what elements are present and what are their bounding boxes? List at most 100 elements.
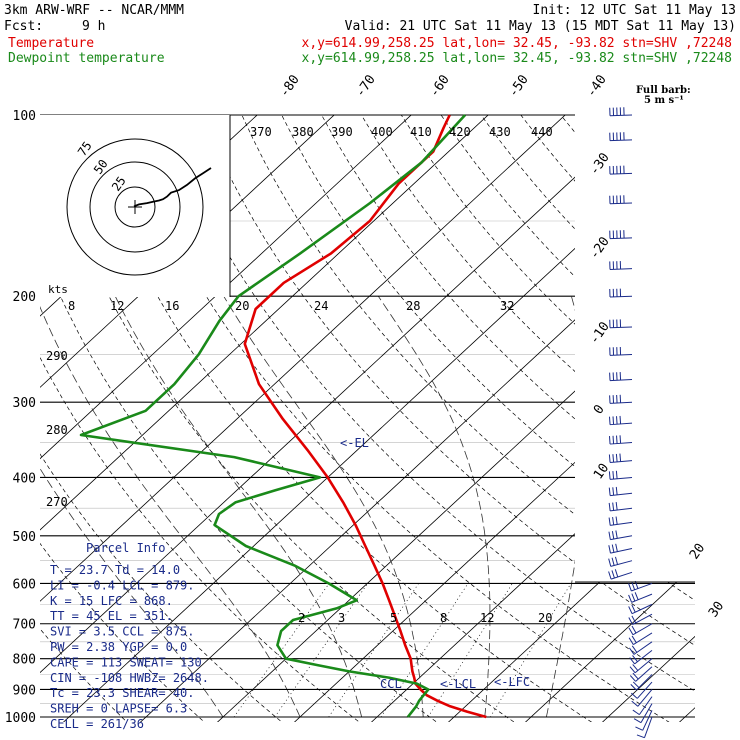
wind-barb-flag: [629, 675, 637, 682]
wind-barb: [609, 261, 633, 270]
wind-barb-flag: [632, 655, 638, 663]
wind-barb-flag: [631, 645, 638, 653]
wind-barb: [608, 556, 633, 567]
dry-adiabat-line: [600, 115, 695, 722]
theta-left-label: 270: [46, 495, 68, 509]
wind-barb-flag: [631, 615, 637, 624]
parcel-level-annotation: <-EL: [340, 436, 369, 450]
dry-adiabat-line: [520, 115, 695, 722]
wind-barb-flag: [608, 436, 611, 445]
wind-barb-staff: [632, 613, 653, 626]
wind-barb-flag: [632, 681, 640, 688]
wind-barb: [629, 649, 653, 665]
mixing-ratio-line: [427, 583, 513, 718]
theta-label: 370: [250, 125, 272, 139]
dry-adiabat-line: [321, 115, 695, 722]
wind-barb-flag: [619, 435, 622, 444]
moist-adiabat-line: [377, 295, 491, 718]
wind-barb: [628, 603, 653, 615]
wind-barb-flag: [631, 582, 636, 590]
wind-barb-staff: [609, 326, 633, 329]
wind-barb: [628, 592, 653, 603]
wind-barb-staff: [637, 689, 653, 707]
isotherm-line: [40, 115, 580, 722]
wind-barb-staff: [631, 593, 653, 603]
dry-adiabat-line: [480, 115, 695, 722]
wind-barb-column: [575, 107, 695, 739]
mixing-ratio-top-label: 16: [165, 299, 179, 313]
wind-barb-flag: [628, 594, 633, 603]
theta-label: 410: [410, 125, 432, 139]
wind-barb-flag: [630, 684, 637, 691]
wind-barb-flag: [615, 530, 618, 539]
wind-barb-flag: [612, 454, 615, 463]
isotherm-line: [40, 115, 657, 722]
parcel-info-box: Parcel Info T = 23.7 Td = 14.0LI = -0.4 …: [50, 541, 209, 731]
wind-barb: [608, 502, 633, 512]
isotherm-label: 10: [591, 461, 612, 482]
isotherm-line: [516, 115, 695, 722]
isotherm-label: -60: [427, 72, 453, 100]
wind-barb-staff: [635, 666, 653, 682]
wind-barb: [609, 165, 633, 175]
mixing-ratio-low-label: 8: [440, 611, 447, 625]
forecast-label: Fcst:: [4, 19, 43, 34]
wind-barb-flag: [635, 726, 643, 731]
wind-barb-staff: [633, 641, 653, 655]
isotherm-line: [593, 115, 695, 722]
wind-barb-staff: [609, 139, 633, 142]
parcel-info-row: TT = 45 EL = 351.: [50, 609, 173, 623]
wind-barb-staff: [634, 658, 653, 674]
pressure-tick-label: 900: [13, 683, 36, 698]
wind-barb-staff: [609, 172, 633, 175]
parcel-info-row: CAPE = 113 SWEAT= 130: [50, 655, 202, 669]
wind-barb: [632, 696, 653, 716]
parcel-level-annotation: <-LCL: [440, 677, 476, 691]
wind-barb-flag: [611, 570, 615, 579]
isotherm-label: 20: [687, 541, 708, 562]
wind-barb-flag: [608, 571, 612, 580]
wind-barb-flag: [612, 487, 615, 496]
wind-barb-staff: [638, 696, 653, 715]
valid-time: Valid: 21 UTC Sat 11 May 13 (15 MDT Sat …: [345, 19, 736, 34]
wind-barb-flag: [628, 647, 635, 655]
wind-barb: [609, 107, 633, 117]
parcel-info-title: Parcel Info: [86, 541, 165, 555]
isotherm-label: 0: [591, 402, 608, 417]
wind-barb: [608, 530, 633, 541]
isotherm-line: [40, 115, 41, 722]
theta-label: 430: [489, 125, 511, 139]
wind-barb: [631, 689, 653, 707]
wind-barb: [628, 613, 653, 626]
mixing-ratio-top-label: 24: [314, 299, 328, 313]
wind-barb: [608, 569, 633, 580]
dry-adiabat-line: [82, 115, 604, 722]
wind-barb-flag: [611, 557, 615, 566]
wind-barb: [633, 703, 653, 724]
parcel-info-row: SVI = 3.5 CCL = 875.: [50, 625, 195, 639]
wind-barb: [629, 658, 653, 674]
wind-barb: [630, 681, 653, 699]
wind-barb-flag: [612, 435, 615, 444]
wind-barb-flag: [612, 416, 615, 425]
wind-barb-flag: [616, 435, 618, 444]
parcel-info-row: CIN = -108 HWBZ= 2648.: [50, 671, 209, 685]
theta-label: 400: [371, 125, 393, 139]
wind-barb-flag: [631, 635, 637, 643]
wind-barb: [608, 516, 633, 526]
mixing-ratio-line: [380, 583, 469, 718]
wind-barb: [608, 486, 633, 497]
wind-barb: [608, 435, 633, 445]
wind-barb: [628, 623, 653, 636]
pressure-tick-label: 1000: [5, 711, 36, 726]
pressure-tick-label: 600: [13, 577, 36, 592]
wind-barb-staff: [609, 295, 633, 298]
isotherm-line: [285, 115, 695, 722]
theta-left-label: 290: [46, 349, 68, 363]
isotherm-label: -40: [584, 72, 610, 100]
parcel-info-row: Tc = 23.3 SHEAR= 40.: [50, 686, 195, 700]
wind-barb-flag: [614, 556, 619, 565]
pressure-tick-label: 300: [13, 396, 36, 411]
dry-adiabat-line: [440, 115, 695, 722]
